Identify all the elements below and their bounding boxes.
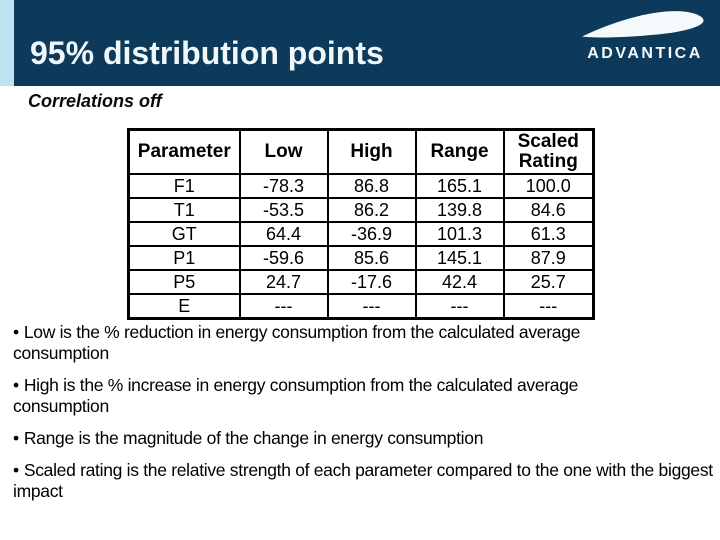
swoosh-icon [582,11,704,38]
bullet-item-high: • High is the % increase in energy consum… [13,375,663,417]
bullet-icon: • [13,322,19,342]
cell-parameter: F1 [127,173,241,199]
bullet-icon: • [13,428,19,448]
cell-high: -17.6 [326,269,417,295]
cell-scaled-rating: --- [502,293,595,320]
cell-low: -53.5 [238,197,329,223]
logo-brand-text: ADVANTICA [587,45,703,62]
cell-scaled-rating: 84.6 [502,197,595,223]
table-row: F1 -78.3 86.8 165.1 100.0 [127,173,595,199]
cell-range: 139.8 [414,197,505,223]
bullet-item-scaled-rating: • Scaled rating is the relative strength … [13,460,720,502]
table-row: P1 -59.6 85.6 145.1 87.9 [127,245,595,271]
cell-high: 86.8 [326,173,417,199]
page-title: 95% distribution points [30,35,384,71]
cell-scaled-rating: 61.3 [502,221,595,247]
bullet-item-low: • Low is the % reduction in energy consum… [13,322,663,364]
bullet-item-range: • Range is the magnitude of the change in… [13,428,720,449]
col-header-range: Range [414,128,505,175]
cell-low: 24.7 [238,269,329,295]
bullet-text: Low is the % reduction in energy consump… [13,322,581,363]
accent-stripe [0,0,14,86]
table-row: T1 -53.5 86.2 139.8 84.6 [127,197,595,223]
table-header-row: Parameter Low High Range Scaled Rating [127,128,595,175]
table-row: E --- --- --- --- [127,293,595,320]
cell-parameter: T1 [127,197,241,223]
advantica-logo: ADVANTICA [579,9,711,63]
cell-parameter: P1 [127,245,241,271]
bullet-icon: • [13,375,19,395]
cell-range: 145.1 [414,245,505,271]
bullet-text: Scaled rating is the relative strength o… [13,460,713,501]
cell-low: -59.6 [238,245,329,271]
table-row: GT 64.4 -36.9 101.3 61.3 [127,221,595,247]
table-row: P5 24.7 -17.6 42.4 25.7 [127,269,595,295]
bullet-text: Range is the magnitude of the change in … [23,428,484,448]
cell-high: 85.6 [326,245,417,271]
col-header-parameter: Parameter [127,128,241,175]
cell-parameter: E [127,293,241,320]
cell-low: --- [238,293,329,320]
distribution-points-table: Parameter Low High Range Scaled Rating F… [127,128,595,320]
bullet-text: High is the % increase in energy consump… [13,375,579,416]
cell-high: 86.2 [326,197,417,223]
col-header-high: High [326,128,417,175]
cell-range: --- [414,293,505,320]
cell-low: -78.3 [238,173,329,199]
bullet-icon: • [13,460,19,480]
bullet-list: • Low is the % reduction in energy consum… [13,322,720,513]
cell-range: 42.4 [414,269,505,295]
cell-range: 165.1 [414,173,505,199]
cell-range: 101.3 [414,221,505,247]
cell-high: -36.9 [326,221,417,247]
cell-high: --- [326,293,417,320]
cell-parameter: GT [127,221,241,247]
slide-header: 95% distribution points ADVANTICA [14,0,720,86]
slide-subtitle: Correlations off [28,91,162,111]
col-header-scaled-rating: Scaled Rating [502,128,595,175]
cell-scaled-rating: 87.9 [502,245,595,271]
col-header-low: Low [238,128,329,175]
cell-scaled-rating: 100.0 [502,173,595,199]
cell-parameter: P5 [127,269,241,295]
cell-scaled-rating: 25.7 [502,269,595,295]
cell-low: 64.4 [238,221,329,247]
